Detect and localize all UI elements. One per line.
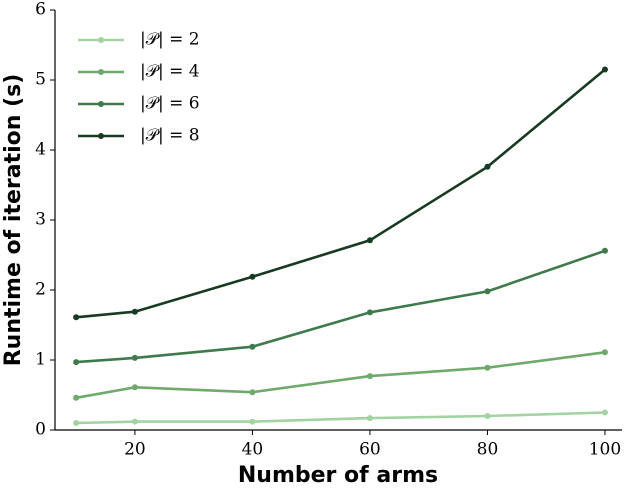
y-tick-label: 3 (35, 210, 46, 230)
data-point (484, 413, 491, 419)
data-point (601, 409, 608, 416)
legend-label: |𝒫| = 8 (140, 126, 200, 146)
y-tick-label: 4 (35, 140, 46, 160)
data-point (484, 364, 491, 371)
data-point (131, 354, 138, 361)
data-point (73, 314, 80, 321)
data-point (249, 273, 256, 280)
y-tick-label: 2 (35, 280, 46, 300)
x-tick-label: 100 (589, 440, 621, 460)
data-point (366, 309, 373, 316)
data-point (249, 418, 256, 425)
data-point (249, 343, 256, 350)
x-tick-label: 40 (242, 440, 264, 460)
legend-marker (98, 37, 104, 43)
x-tick-label: 20 (124, 440, 146, 460)
data-point (601, 349, 608, 356)
y-axis-label: Runtime of iteration (s) (1, 74, 26, 367)
legend-marker (98, 101, 104, 107)
legend-label: |𝒫| = 2 (140, 30, 200, 50)
x-tick-label: 80 (477, 440, 499, 460)
y-tick-label: 0 (35, 420, 46, 440)
y-tick-label: 6 (35, 0, 46, 20)
data-point (366, 373, 373, 380)
data-point (366, 415, 373, 422)
series-line (76, 68, 606, 319)
series-line (76, 411, 605, 425)
y-tick-label: 5 (35, 70, 46, 90)
data-point (131, 308, 138, 315)
data-point (601, 247, 608, 254)
data-point (484, 288, 491, 295)
data-point (366, 237, 373, 244)
data-point (601, 66, 608, 73)
legend-label: |𝒫| = 6 (140, 94, 200, 114)
data-point (131, 418, 138, 425)
x-axis-label: Number of arms (238, 463, 438, 488)
data-point (249, 389, 256, 396)
data-point (73, 420, 80, 426)
legend-marker (98, 133, 104, 139)
series-line (76, 249, 606, 364)
data-point (131, 384, 138, 391)
data-point (484, 163, 491, 170)
series-line (75, 351, 606, 400)
data-point (73, 359, 80, 366)
y-tick-label: 1 (35, 350, 46, 370)
x-tick-label: 60 (359, 440, 381, 460)
data-point (73, 394, 80, 401)
legend-marker (98, 69, 104, 75)
legend-label: |𝒫| = 4 (140, 62, 200, 82)
